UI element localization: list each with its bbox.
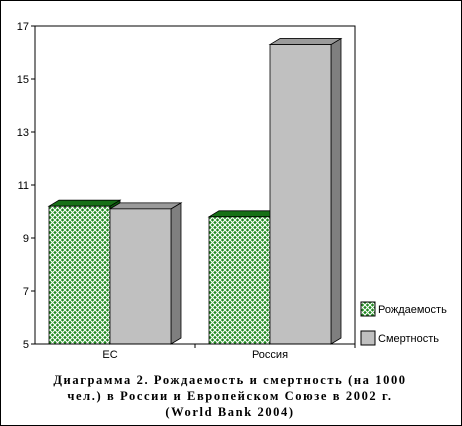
y-tick-label-17: 17 xyxy=(17,21,29,33)
category-label-russia: Россия xyxy=(252,349,288,361)
category-label-eu: ЕС xyxy=(102,349,117,361)
chart-canvas: ЕС Россия 5 7 9 11 13 15 17 Рождаемость Смертнос… xyxy=(17,21,447,361)
legend-label-births: Рождаемость xyxy=(378,304,447,316)
axes-group: ЕС Россия 5 7 9 11 13 15 17 xyxy=(17,21,356,361)
legend-swatch-births xyxy=(360,301,376,317)
bars-group xyxy=(47,37,343,345)
y-tick-label-13: 13 xyxy=(17,127,29,139)
caption-line-3: (World Bank 2004) xyxy=(165,405,295,419)
bar-births-russia xyxy=(207,210,282,345)
y-tick-label-7: 7 xyxy=(23,286,29,298)
bar-deaths-russia xyxy=(268,37,343,345)
y-tick-label-5: 5 xyxy=(23,339,29,351)
legend-swatch-deaths xyxy=(360,330,376,346)
legend: Рождаемость Смертность xyxy=(360,301,447,346)
caption-line-1: Диаграмма 2. Рождаемость и смертность (н… xyxy=(53,373,407,387)
legend-label-deaths: Смертность xyxy=(378,333,439,345)
y-tick-label-11: 11 xyxy=(18,180,29,192)
figure-caption: Диаграмма 2. Рождаемость и смертность (н… xyxy=(0,372,460,420)
y-tick-label-9: 9 xyxy=(23,233,29,245)
bar-births-eu xyxy=(47,199,122,345)
bar-deaths-eu xyxy=(108,202,183,345)
y-tick-label-15: 15 xyxy=(17,74,29,86)
caption-line-2: чел.) в России и Европейском Союзе в 200… xyxy=(67,389,393,403)
